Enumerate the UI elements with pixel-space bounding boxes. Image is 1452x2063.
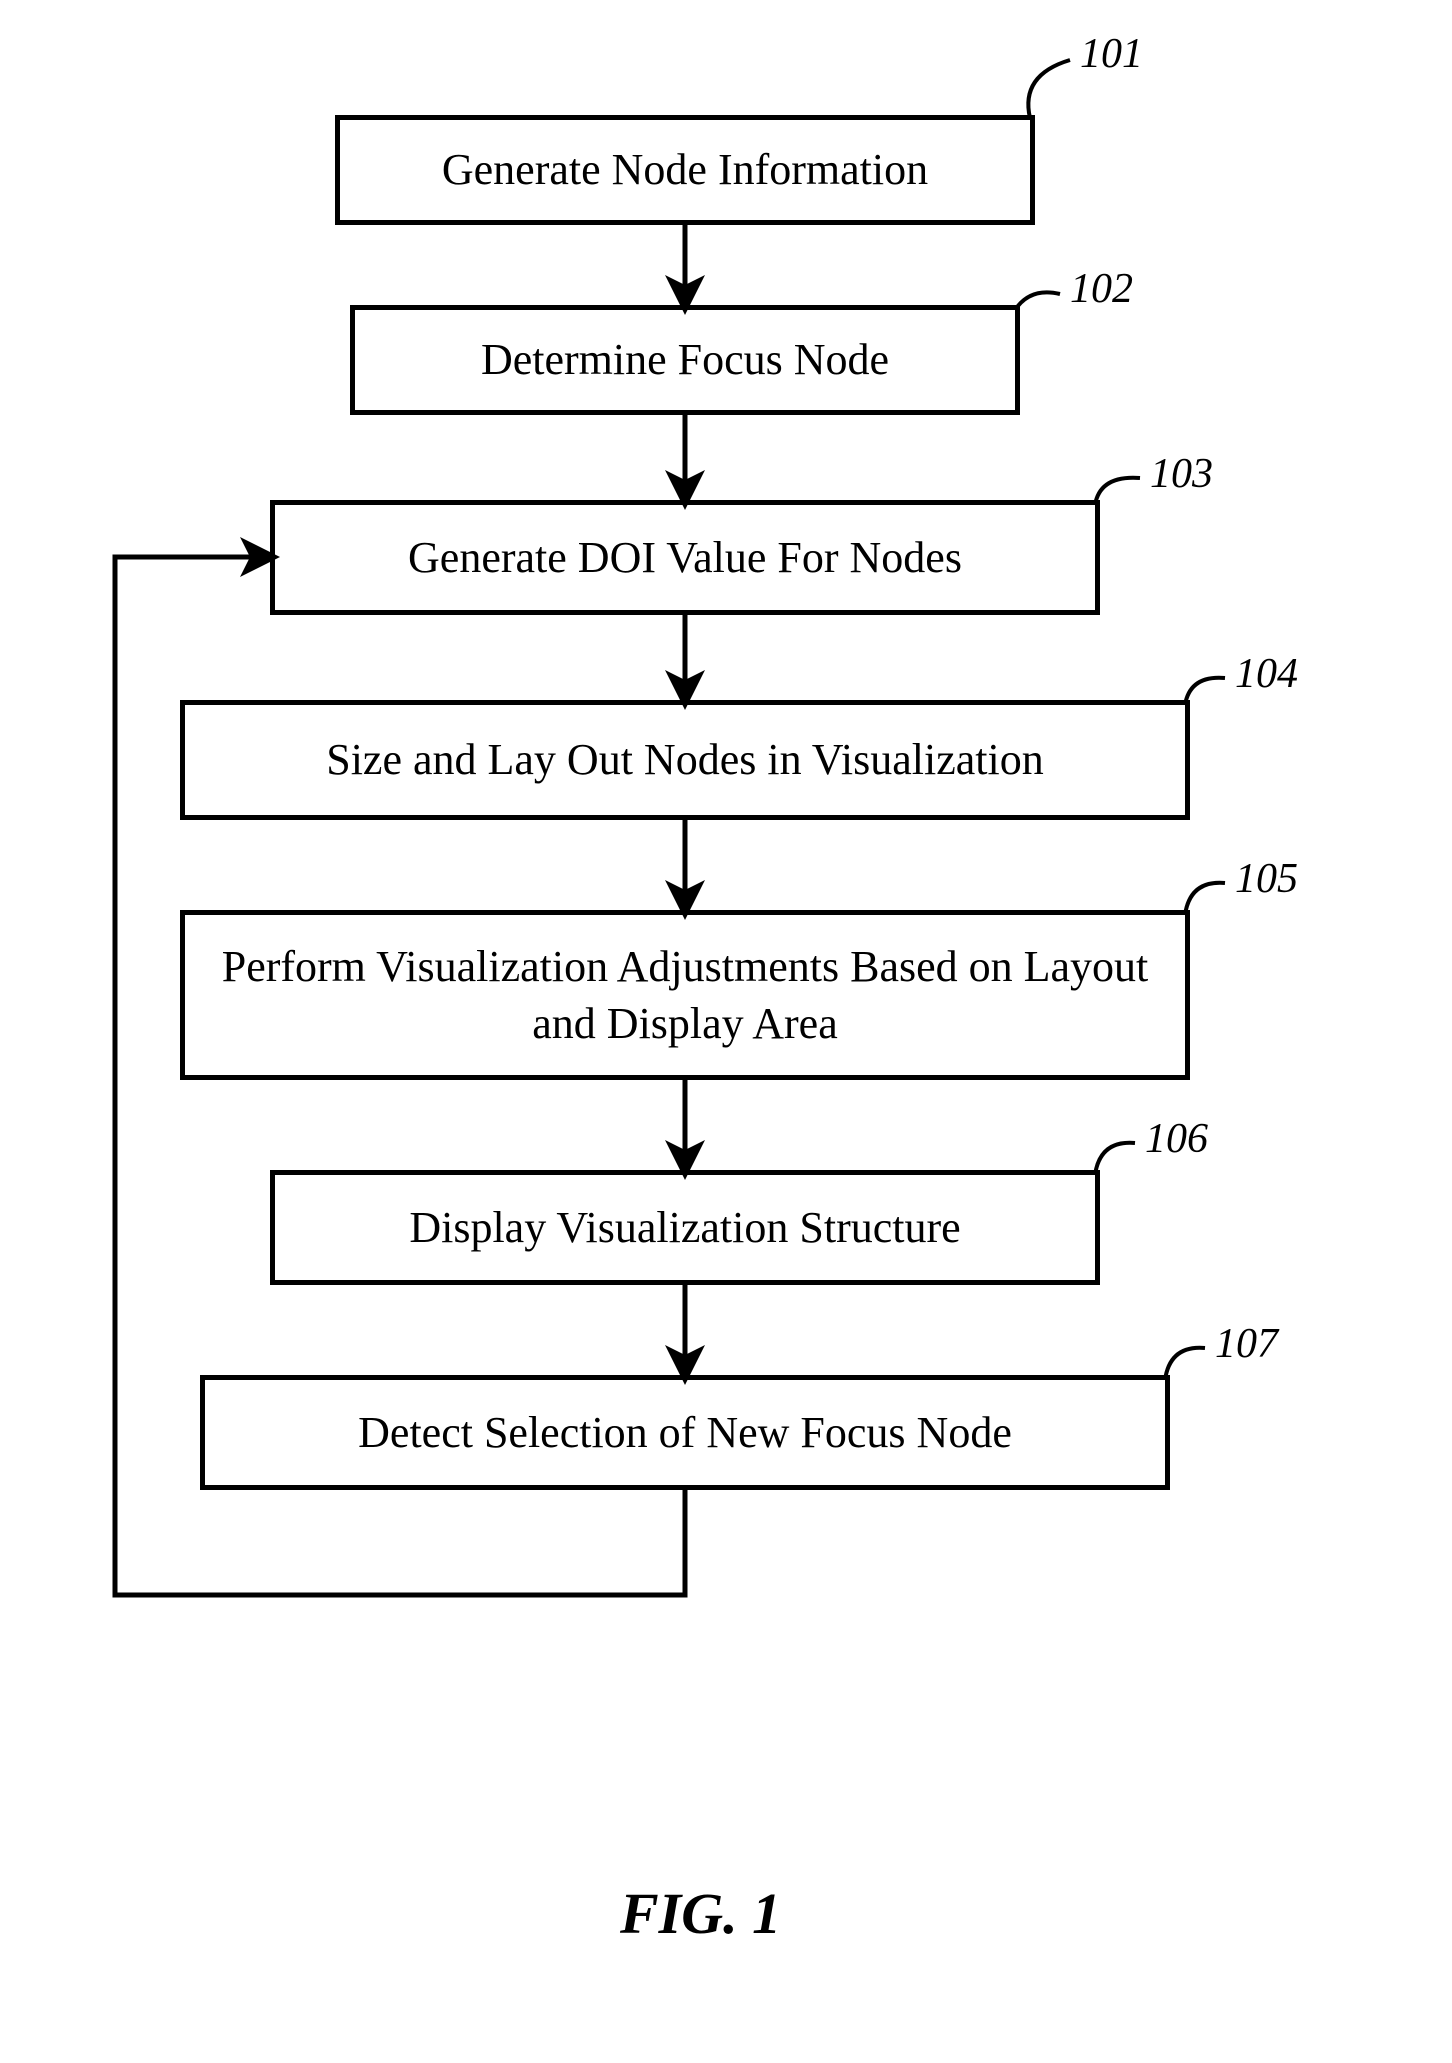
node-106-label: 106: [1145, 1115, 1208, 1163]
node-107-label: 107: [1215, 1320, 1278, 1368]
node-106-text: Display Visualization Structure: [389, 1199, 980, 1256]
node-105-label: 105: [1235, 855, 1298, 903]
node-105: Perform Visualization Adjustments Based …: [180, 910, 1190, 1080]
node-107-text: Detect Selection of New Focus Node: [338, 1404, 1032, 1461]
node-101-text: Generate Node Information: [422, 141, 948, 198]
node-101: Generate Node Information: [335, 115, 1035, 225]
node-103-text: Generate DOI Value For Nodes: [388, 529, 982, 586]
flowchart-container: Generate Node Information 101 Determine …: [0, 0, 1452, 2063]
node-104-text: Size and Lay Out Nodes in Visualization: [306, 731, 1064, 788]
node-101-label: 101: [1080, 30, 1143, 78]
node-103-label: 103: [1150, 450, 1213, 498]
node-102: Determine Focus Node: [350, 305, 1020, 415]
node-103: Generate DOI Value For Nodes: [270, 500, 1100, 615]
figure-label: FIG. 1: [620, 1880, 781, 1947]
node-102-label: 102: [1070, 265, 1133, 313]
node-105-text: Perform Visualization Adjustments Based …: [185, 938, 1185, 1052]
node-104: Size and Lay Out Nodes in Visualization: [180, 700, 1190, 820]
node-107: Detect Selection of New Focus Node: [200, 1375, 1170, 1490]
node-104-label: 104: [1235, 650, 1298, 698]
node-102-text: Determine Focus Node: [461, 331, 909, 388]
node-106: Display Visualization Structure: [270, 1170, 1100, 1285]
